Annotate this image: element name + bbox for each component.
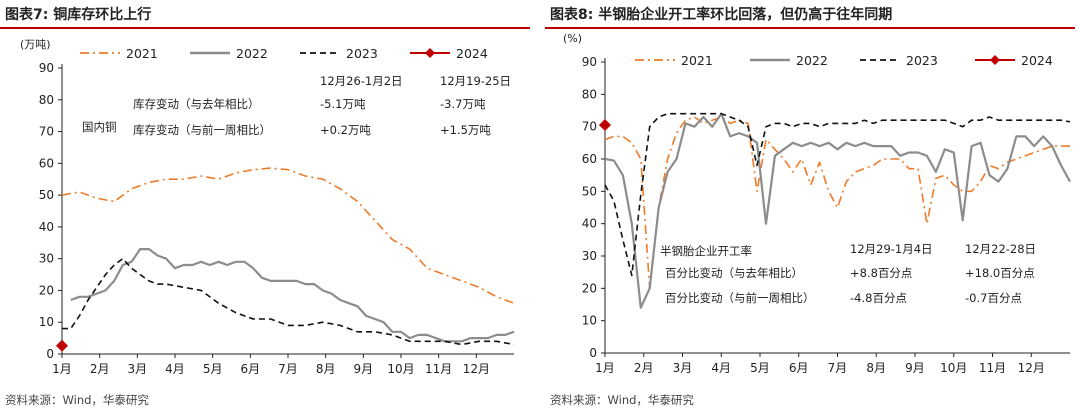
annotation-row-label: 百分比变动（与去年相比） — [665, 266, 803, 280]
x-tick-label: 9月 — [354, 362, 374, 376]
x-tick-label: 12月 — [1018, 361, 1045, 375]
y-tick-label: 0 — [589, 346, 597, 360]
y-tick-label: 60 — [39, 156, 54, 170]
annotation-value: -5.1万吨 — [320, 97, 366, 111]
y-tick-label: 30 — [582, 249, 597, 263]
y-axis-label: (万吨) — [20, 38, 51, 51]
x-tick-label: 3月 — [128, 362, 148, 376]
source-note: 资料来源：Wind，华泰研究 — [5, 393, 149, 407]
x-tick-label: 10月 — [940, 361, 967, 375]
x-tick-label: 2月 — [634, 361, 654, 375]
y-tick-label: 50 — [582, 184, 597, 198]
series-line-2022 — [604, 112, 1071, 309]
title-rule — [545, 27, 1075, 29]
y-tick-label: 30 — [39, 252, 54, 266]
y-tick-label: 70 — [39, 125, 54, 139]
x-tick-label: 4月 — [165, 362, 185, 376]
x-tick-label: 1月 — [595, 361, 615, 375]
x-tick-label: 8月 — [316, 362, 336, 376]
annotation-column-header: 12月29-1月4日 — [850, 242, 933, 256]
legend-label-2022: 2022 — [236, 46, 268, 61]
y-tick-label: 20 — [39, 283, 54, 297]
annotation-value: +0.2万吨 — [320, 123, 371, 137]
x-tick-label: 6月 — [241, 362, 261, 376]
legend-label-2024: 2024 — [456, 46, 488, 61]
chart-panel-copper-inventory: 图表7: 铜库存环比上行 0 10 20 30 40 50 60 70 80 90 (万吨) 1月 2月… — [0, 7, 530, 407]
annotation-value: +1.5万吨 — [440, 123, 491, 137]
y-tick-label: 20 — [582, 281, 597, 295]
chart-svg: 0 10 20 30 40 50 60 70 80 90(%) 1月 2月 3月 4月 5月 6月 7月 8月 9月… — [563, 32, 1071, 375]
annotation-row-label: 库存变动（与去年相比） — [133, 97, 260, 111]
y-axis-label: (%) — [563, 32, 582, 45]
x-tick-label: 11月 — [425, 362, 452, 376]
legend-label-2023: 2023 — [906, 53, 938, 68]
x-tick-label: 7月 — [828, 361, 848, 375]
chart-title: 图表8: 半钢胎企业开工率环比回落，但仍高于往年同期 — [550, 7, 893, 23]
series-line-2021 — [604, 116, 1070, 290]
y-tick-label: 90 — [39, 61, 54, 75]
annotation-value: -0.7百分点 — [965, 291, 1022, 305]
series-line-2021 — [61, 167, 515, 304]
annotation-value: -4.8百分点 — [850, 291, 907, 305]
y-tick-label: 50 — [39, 188, 54, 202]
y-tick-label: 40 — [582, 217, 597, 231]
annotation-row-label: 库存变动（与前一周相比） — [133, 123, 271, 137]
annotation-row-label: 百分比变动（与前一周相比） — [665, 291, 815, 305]
y-tick-label: 10 — [582, 314, 597, 328]
title-rule — [0, 27, 530, 29]
x-tick-label: 12月 — [463, 362, 490, 376]
annotation-column-header: 12月19-25日 — [440, 74, 511, 88]
chart-panel-tire-utilization: 图表8: 半钢胎企业开工率环比回落，但仍高于往年同期 0 10 20 30 40 50 60… — [545, 0, 1080, 413]
x-tick-label: 7月 — [278, 362, 298, 376]
x-tick-label: 3月 — [673, 361, 693, 375]
legend-label-2021: 2021 — [126, 46, 158, 61]
y-tick-label: 80 — [582, 87, 597, 101]
chart-svg: 0 10 20 30 40 50 60 70 80 90 (万吨) 1月 2月 3月 4月 5月 6月 7月 8月 9… — [20, 38, 515, 376]
y-tick-label: 10 — [39, 315, 54, 329]
data-point-2024 — [599, 119, 611, 132]
legend-marker-2024 — [990, 55, 1000, 65]
annotation-column-header: 12月22-28日 — [965, 242, 1036, 256]
annotation-value: +18.0百分点 — [965, 266, 1035, 280]
legend-label-2024: 2024 — [1021, 53, 1053, 68]
x-tick-label: 10月 — [387, 362, 414, 376]
annotation-value: +8.8百分点 — [850, 266, 912, 280]
y-tick-label: 0 — [46, 347, 54, 361]
x-tick-label: 9月 — [905, 361, 925, 375]
legend-marker-2024 — [425, 48, 435, 58]
chart-title: 图表7: 铜库存环比上行 — [5, 7, 152, 23]
annotation-region-label: 国内铜 — [82, 120, 117, 134]
y-tick-label: 40 — [39, 220, 54, 234]
y-tick-label: 60 — [582, 152, 597, 166]
x-tick-label: 8月 — [866, 361, 886, 375]
x-tick-label: 6月 — [789, 361, 809, 375]
source-note: 资料来源：Wind，华泰研究 — [550, 393, 694, 407]
x-tick-label: 1月 — [52, 362, 72, 376]
x-tick-label: 5月 — [750, 361, 770, 375]
legend-label-2021: 2021 — [681, 53, 713, 68]
y-tick-label: 80 — [39, 93, 54, 107]
x-tick-label: 5月 — [203, 362, 223, 376]
data-point-2024 — [56, 339, 68, 352]
series-line-2023 — [62, 257, 515, 346]
y-tick-label: 70 — [582, 120, 597, 134]
annotation-value: -3.7万吨 — [440, 97, 486, 111]
series-line-2023 — [604, 112, 1071, 277]
y-tick-label: 90 — [582, 55, 597, 69]
legend-label-2023: 2023 — [346, 46, 378, 61]
x-tick-label: 11月 — [979, 361, 1006, 375]
annotation-region-label: 半钢胎企业开工率 — [660, 244, 752, 258]
legend-label-2022: 2022 — [796, 53, 828, 68]
x-tick-label: 4月 — [711, 361, 731, 375]
series-line-2022 — [70, 248, 515, 343]
annotation-column-header: 12月26-1月2日 — [320, 74, 403, 88]
x-tick-label: 2月 — [90, 362, 110, 376]
